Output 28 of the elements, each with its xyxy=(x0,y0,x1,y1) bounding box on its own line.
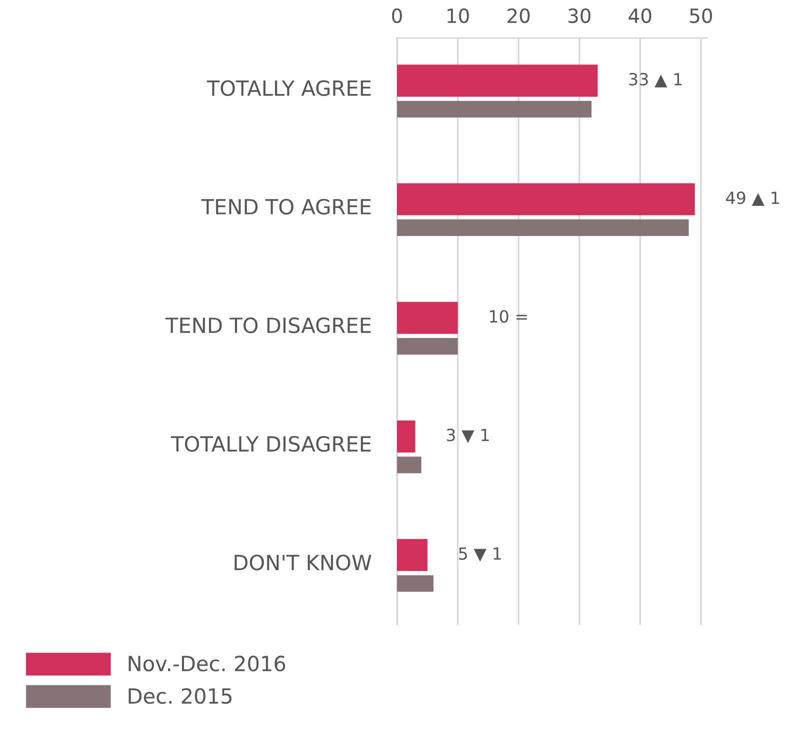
bar xyxy=(397,183,695,216)
bar xyxy=(397,575,434,592)
bar xyxy=(397,100,592,118)
x-tick-label: 50 xyxy=(690,8,712,24)
x-tick-label: 0 xyxy=(392,8,402,24)
y-tick-label: TEND TO DISAGREE xyxy=(165,317,371,334)
data-label: 3 ▼ 1 xyxy=(446,428,489,444)
bar xyxy=(397,539,428,572)
y-tick-label: DON'T KNOW xyxy=(234,554,372,570)
y-tick-label: TEND TO AGREE xyxy=(201,198,371,215)
bar xyxy=(397,219,689,236)
x-tick-label: 40 xyxy=(628,8,652,24)
bar xyxy=(397,302,458,334)
bar xyxy=(397,420,416,452)
data-label: 33 ▲ 1 xyxy=(629,72,682,88)
bar xyxy=(397,338,458,355)
y-tick-label: TOTALLY AGREE xyxy=(206,80,371,96)
x-tick-label: 30 xyxy=(568,8,590,24)
data-label: 10 = xyxy=(490,310,527,323)
data-label: 49 ▲ 1 xyxy=(726,192,779,206)
legend-label: Dec. 2015 xyxy=(128,688,232,704)
legend-label: Nov.-Dec. 2016 xyxy=(128,656,286,672)
x-tick-label: 20 xyxy=(508,8,530,24)
bar xyxy=(397,456,422,474)
data-label: 5 ▼ 1 xyxy=(459,547,501,562)
x-tick-label: 10 xyxy=(448,8,469,24)
bar xyxy=(397,64,598,97)
y-tick-label: TOTALLY DISAGREE xyxy=(171,436,371,452)
